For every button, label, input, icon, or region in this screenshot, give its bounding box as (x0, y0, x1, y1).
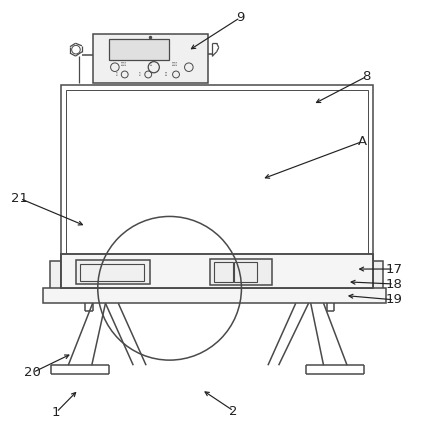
Text: 心跳: 心跳 (149, 63, 152, 67)
Text: 18: 18 (386, 278, 402, 290)
Text: 17: 17 (386, 262, 402, 276)
Text: 9: 9 (236, 11, 245, 24)
Text: 温度调节: 温度调节 (121, 63, 127, 67)
Text: 20: 20 (24, 366, 41, 379)
Bar (210, 259, 272, 285)
Text: 心平稳调: 心平稳调 (172, 63, 178, 67)
Bar (60, 254, 373, 288)
Bar (373, 262, 384, 290)
Bar (60, 85, 373, 278)
Text: 2: 2 (230, 404, 238, 417)
Bar (60, 254, 373, 288)
Bar (109, 39, 169, 59)
Text: 刹车: 刹车 (164, 73, 167, 77)
Text: 1: 1 (52, 406, 60, 419)
Text: 21: 21 (12, 192, 28, 205)
Bar (76, 261, 150, 284)
Bar (43, 288, 386, 303)
Text: 了: 了 (116, 73, 118, 77)
Bar (50, 262, 60, 290)
Bar (80, 264, 144, 281)
Bar (214, 262, 233, 282)
Text: 19: 19 (386, 293, 402, 306)
Bar (234, 262, 257, 282)
Text: 运: 运 (139, 73, 140, 77)
Bar (66, 90, 368, 273)
Text: A: A (357, 135, 367, 148)
Text: 8: 8 (362, 70, 371, 83)
Bar (93, 34, 208, 83)
